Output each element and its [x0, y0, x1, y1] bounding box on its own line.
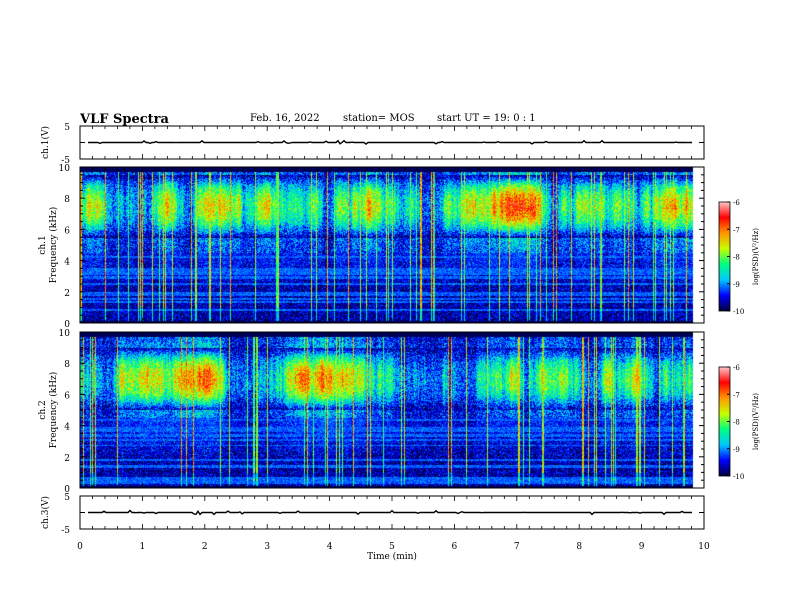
colorbar-tick-label: -6: [733, 364, 740, 372]
y-tick-label: 2: [64, 454, 70, 464]
y-tick-label: 2: [64, 289, 70, 299]
y-tick-label: 4: [64, 423, 70, 433]
x-tick-label: 7: [514, 542, 520, 552]
colorbar-tick-label: -10: [733, 308, 744, 316]
y-tick-label: 10: [59, 329, 71, 339]
station-label: station= MOS: [343, 113, 415, 124]
y-axis-label-frequency: Frequency (kHz): [48, 372, 59, 449]
y-axis-label: ch.3(V): [40, 496, 51, 529]
x-tick-label: 10: [698, 542, 710, 552]
y-tick-label: 0: [64, 320, 70, 330]
y-tick-label: 8: [64, 195, 70, 205]
panel-frame-2: [79, 166, 705, 324]
time-axis: 0 1 2 3 4 5 6 7 8 9 10 Time (min): [77, 542, 710, 562]
ch2-spectrogram-image: [80, 332, 704, 488]
colorbar-tick-label: -7: [733, 226, 740, 234]
colorbar-label: log(PSD)(V²/Hz): [752, 228, 760, 285]
y-tick-label: 6: [64, 226, 70, 236]
colorbar-label: log(PSD)(V²/Hz): [752, 393, 760, 450]
panel-frame-3: [79, 331, 705, 489]
y-tick-label: 8: [64, 360, 70, 370]
ch2-spectrogram-panel: 0 2 4 6 8 10 ch.2 Frequency (kHz): [38, 329, 705, 495]
y-tick-label: 6: [64, 391, 70, 401]
x-tick-label: 1: [140, 542, 146, 552]
x-tick-label: 5: [389, 542, 395, 552]
x-axis-label: Time (min): [367, 551, 417, 562]
colorbar-tick-label: -8: [733, 419, 740, 427]
x-tick-label: 8: [576, 542, 582, 552]
y-tick-label: -5: [61, 526, 70, 536]
y-axis-label-frequency: Frequency (kHz): [48, 207, 59, 284]
colorbar-tick-label: -10: [733, 473, 744, 481]
colorbar-tick-label: -9: [733, 446, 740, 454]
date-label: Feb. 16, 2022: [250, 113, 320, 124]
y-tick-label: 5: [64, 493, 70, 503]
colorbar-tick-label: -6: [733, 199, 740, 207]
y-tick-label: -5: [61, 156, 70, 166]
x-tick-label: 2: [202, 542, 208, 552]
ch1-voltage-panel: 5 -5 ch.1(V): [40, 123, 705, 166]
y-tick-label: 10: [59, 164, 71, 174]
y-axis-label-channel: ch.1: [38, 235, 48, 254]
ch3-voltage-panel: 5 -5 ch.3(V): [40, 493, 705, 536]
y-tick-label: 4: [64, 258, 70, 268]
voltage-series-line: [88, 509, 692, 516]
figure-title: VLF Spectra: [80, 112, 169, 127]
x-tick-label: 9: [639, 542, 645, 552]
y-axis-label: ch.1(V): [40, 126, 51, 159]
y-tick-label: 5: [64, 123, 70, 133]
ch2-colorbar: -6 -7 -8 -9 -10 log(PSD)(V²/Hz): [718, 364, 760, 481]
colorbar-tick-label: -8: [733, 254, 740, 262]
voltage-series-line: [88, 139, 692, 145]
x-tick-label: 4: [327, 542, 333, 552]
x-tick-label: 3: [264, 542, 270, 552]
ch1-colorbar: -6 -7 -8 -9 -10 log(PSD)(V²/Hz): [718, 199, 760, 316]
colorbar-tick-label: -7: [733, 391, 740, 399]
start-time-label: start UT = 19: 0 : 1: [437, 113, 536, 124]
colorbar-tick-label: -9: [733, 281, 740, 289]
x-tick-label: 0: [77, 542, 83, 552]
y-tick-label: 0: [64, 485, 70, 495]
ch1-spectrogram-panel: 0 2 4 6 8 10 ch.1 Frequency (kHz): [38, 164, 705, 330]
y-axis-label-channel: ch.2: [38, 400, 48, 419]
x-tick-label: 6: [452, 542, 458, 552]
ch1-spectrogram-image: [80, 167, 704, 323]
